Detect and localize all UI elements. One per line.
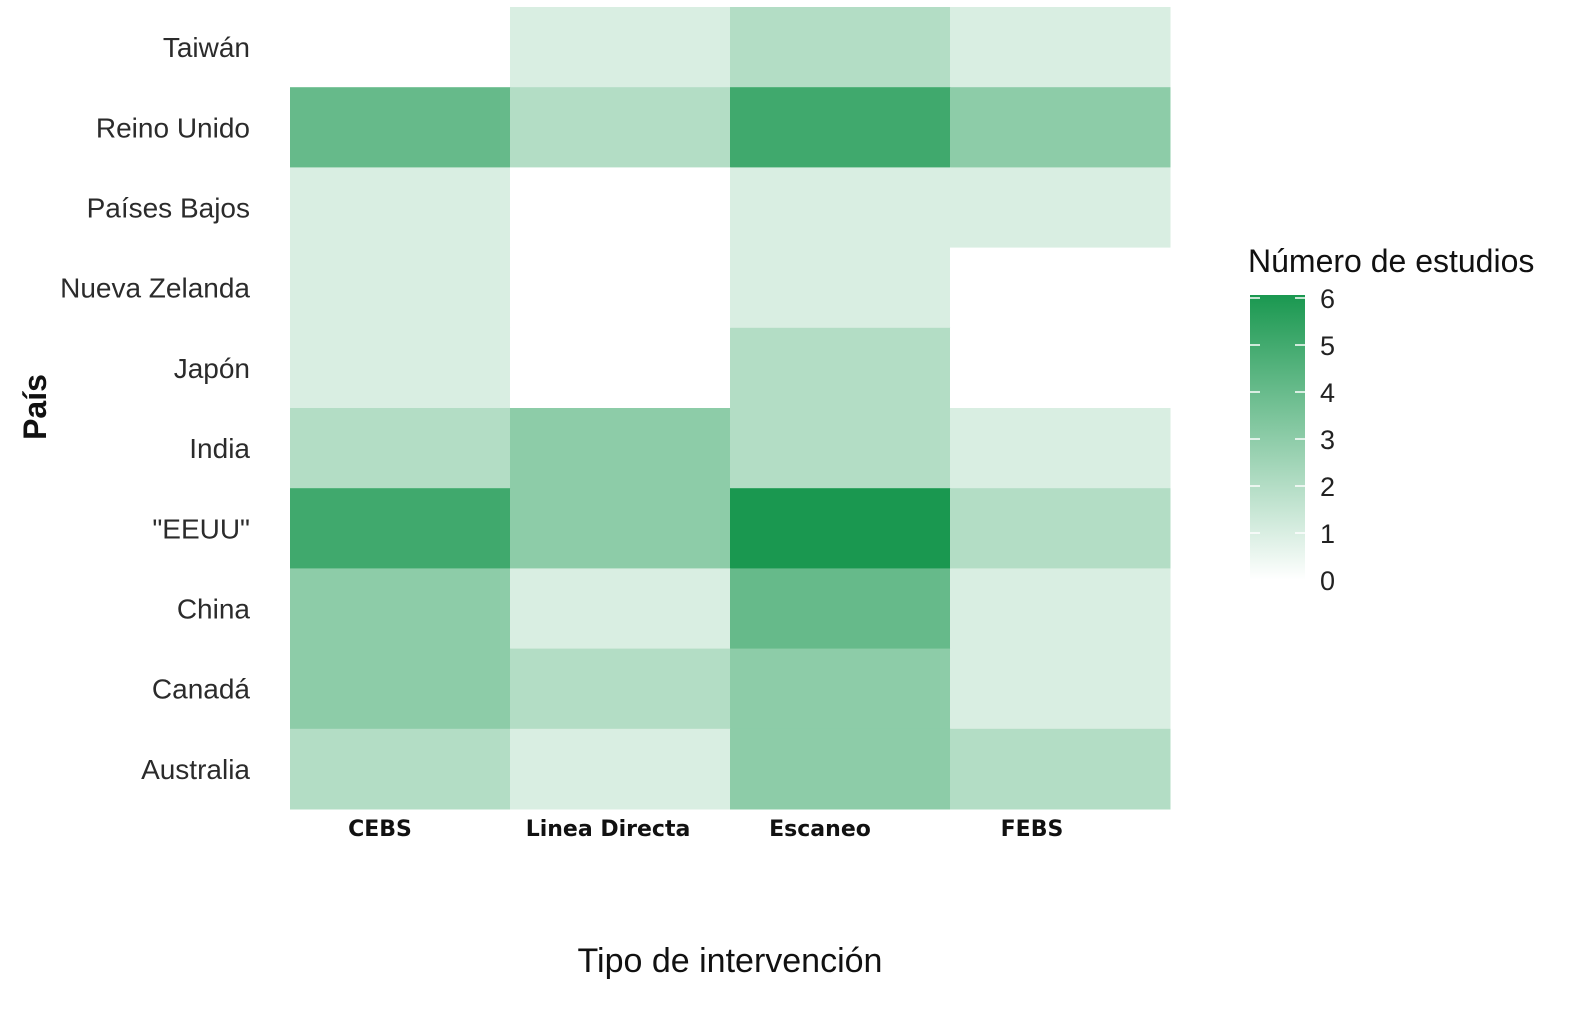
y-tick-label: Australia <box>141 754 250 785</box>
legend-tick-label: 3 <box>1320 425 1335 455</box>
heatmap-cell-china-escaneo <box>730 568 951 650</box>
legend-tick-label: 4 <box>1320 378 1335 408</box>
heatmap-cell-reino-unido-cebs <box>290 87 511 168</box>
heatmap-cell-australia-cebs <box>290 728 511 810</box>
heatmap-cell-reino-unido-escaneo <box>730 87 951 168</box>
heatmap-cell-china-cebs <box>290 568 511 650</box>
y-axis-title: País <box>17 374 53 440</box>
heatmap-cell-australia-febs <box>950 728 1171 810</box>
y-tick-label: Japón <box>174 353 250 384</box>
y-tick-label: Países Bajos <box>87 193 250 224</box>
heatmap-cell-india-escaneo <box>730 408 951 489</box>
heatmap-cell-taiwan-escaneo <box>730 7 951 88</box>
x-tick-label: Linea Directa <box>526 817 691 842</box>
heatmap-cell-nueva-zelanda-linea-directa <box>510 247 731 329</box>
heatmap-cell-paises-bajos-cebs <box>290 167 511 249</box>
heatmap-cell-japon-linea-directa <box>510 327 731 409</box>
heatmap-cell-india-linea-directa <box>510 408 731 489</box>
y-tick-label: Nueva Zelanda <box>60 273 250 304</box>
heatmap-cell-paises-bajos-escaneo <box>730 167 951 249</box>
legend-tick-label: 5 <box>1320 331 1335 361</box>
heatmap-cell-eeuu-escaneo <box>730 488 951 569</box>
heatmap-cell-canada-febs <box>950 648 1171 730</box>
heatmap-cell-japon-febs <box>950 327 1171 409</box>
heatmap-cell-taiwan-cebs <box>290 7 511 88</box>
heatmap-cell-reino-unido-febs <box>950 87 1171 168</box>
x-axis-title: Tipo de intervención <box>578 942 883 980</box>
x-tick-labels: CEBS Linea Directa Escaneo FEBS <box>348 817 1063 842</box>
y-tick-label: Reino Unido <box>96 112 250 143</box>
heatmap-cell-japon-cebs <box>290 327 511 409</box>
legend-tick-label: 0 <box>1320 566 1335 596</box>
heatmap-cell-eeuu-cebs <box>290 488 511 569</box>
heatmap-cell-india-febs <box>950 408 1171 489</box>
legend-title: Número de estudios <box>1248 243 1534 279</box>
heatmap-cell-eeuu-linea-directa <box>510 488 731 569</box>
heatmap-cell-nueva-zelanda-escaneo <box>730 247 951 329</box>
y-tick-label: Taiwán <box>163 32 250 63</box>
heatmap-cell-nueva-zelanda-cebs <box>290 247 511 329</box>
heatmap-cell-canada-cebs <box>290 648 511 730</box>
heatmap-cell-canada-linea-directa <box>510 648 731 730</box>
y-tick-label: Canadá <box>152 674 251 705</box>
x-tick-label: CEBS <box>348 817 412 842</box>
heatmap-cell-reino-unido-linea-directa <box>510 87 731 168</box>
y-tick-labels: Taiwán Reino Unido Países Bajos Nueva Zelan… <box>60 32 250 785</box>
heatmap-cell-paises-bajos-linea-directa <box>510 167 731 249</box>
heatmap-cell-nueva-zelanda-febs <box>950 247 1171 329</box>
y-tick-label: India <box>189 433 250 464</box>
heatmap-cells <box>290 7 1171 810</box>
heatmap-cell-japon-escaneo <box>730 327 951 409</box>
heatmap-cell-taiwan-febs <box>950 7 1171 88</box>
legend-tick-label: 1 <box>1320 519 1335 549</box>
legend-ticks: 0 1 2 3 4 5 6 <box>1250 284 1335 596</box>
legend-color-bar <box>1250 295 1305 580</box>
legend-tick-label: 2 <box>1320 472 1335 502</box>
x-tick-label: Escaneo <box>769 817 871 842</box>
heatmap-cell-china-febs <box>950 568 1171 650</box>
y-tick-label: "EEUU" <box>152 513 250 544</box>
legend-tick-label: 6 <box>1320 284 1335 314</box>
heatmap-cell-australia-linea-directa <box>510 728 731 810</box>
heatmap-cell-australia-escaneo <box>730 728 951 810</box>
x-tick-label: FEBS <box>1001 817 1064 842</box>
heatmap-cell-taiwan-linea-directa <box>510 7 731 88</box>
heatmap-cell-paises-bajos-febs <box>950 167 1171 249</box>
legend: Número de estudios 0 1 2 3 4 5 6 <box>1248 243 1534 596</box>
heatmap-cell-eeuu-febs <box>950 488 1171 569</box>
heatmap-cell-india-cebs <box>290 408 511 489</box>
heatmap-cell-china-linea-directa <box>510 568 731 650</box>
y-tick-label: China <box>177 594 251 625</box>
heatmap-cell-canada-escaneo <box>730 648 951 730</box>
